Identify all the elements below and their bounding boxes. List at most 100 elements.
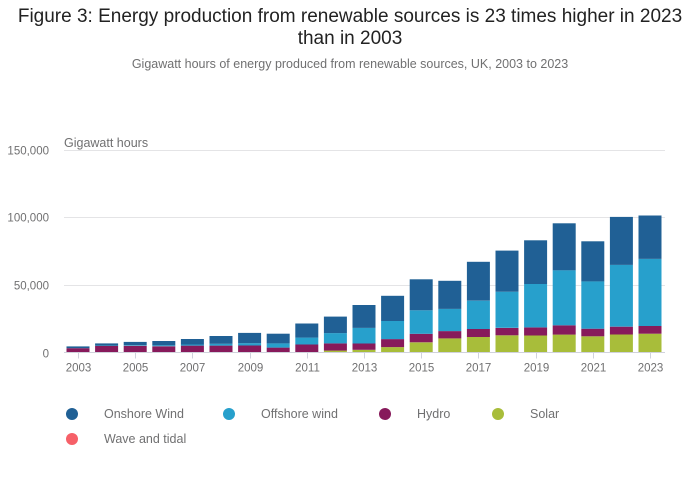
bar-segment-onshore-wind-2007[interactable] <box>180 339 204 345</box>
bar-segment-offshore-wind-2011[interactable] <box>295 337 319 345</box>
bar-stack-2018[interactable] <box>495 250 519 353</box>
bar-stack-2013[interactable] <box>352 305 376 353</box>
bar-segment-hydro-2005[interactable] <box>123 345 147 353</box>
bar-segment-hydro-2008[interactable] <box>209 345 233 353</box>
bar-segment-onshore-wind-2006[interactable] <box>152 341 176 346</box>
bar-segment-offshore-wind-2007[interactable] <box>180 344 204 346</box>
bar-segment-onshore-wind-2021[interactable] <box>581 241 605 282</box>
bar-segment-hydro-2006[interactable] <box>152 346 176 353</box>
bar-segment-solar-2016[interactable] <box>438 338 462 353</box>
bar-stack-2017[interactable] <box>466 261 490 353</box>
bar-segment-onshore-wind-2010[interactable] <box>266 333 290 344</box>
bar-segment-hydro-2021[interactable] <box>581 328 605 337</box>
bar-stack-2021[interactable] <box>581 241 605 353</box>
bar-segment-onshore-wind-2009[interactable] <box>238 332 262 344</box>
bar-segment-offshore-wind-2013[interactable] <box>352 327 376 344</box>
bar-segment-offshore-wind-2005[interactable] <box>123 345 147 346</box>
bar-stack-2014[interactable] <box>381 295 405 353</box>
legend-label: Hydro <box>417 407 451 421</box>
bar-segment-hydro-2003[interactable] <box>66 348 90 353</box>
bar-segment-offshore-wind-2017[interactable] <box>466 300 490 329</box>
bar-segment-hydro-2012[interactable] <box>323 343 347 351</box>
bar-segment-onshore-wind-2017[interactable] <box>466 261 490 301</box>
bar-stack-2020[interactable] <box>552 223 576 353</box>
bar-segment-solar-2020[interactable] <box>552 334 576 353</box>
bar-segment-offshore-wind-2023[interactable] <box>638 259 662 326</box>
bar-segment-solar-2023[interactable] <box>638 333 662 353</box>
legend-item-solar[interactable]: Solar <box>492 404 559 424</box>
bar-stack-2023[interactable] <box>638 215 662 353</box>
bar-segment-hydro-2023[interactable] <box>638 326 662 334</box>
bar-segment-onshore-wind-2004[interactable] <box>95 343 119 346</box>
bar-segment-hydro-2019[interactable] <box>524 327 548 336</box>
bar-segment-offshore-wind-2014[interactable] <box>381 321 405 340</box>
bar-segment-solar-2022[interactable] <box>609 334 633 353</box>
bar-segment-solar-2012[interactable] <box>323 350 347 353</box>
bar-segment-offshore-wind-2010[interactable] <box>266 343 290 348</box>
bar-segment-onshore-wind-2008[interactable] <box>209 336 233 344</box>
bar-segment-onshore-wind-2012[interactable] <box>323 316 347 334</box>
bar-stack-2009[interactable] <box>238 332 262 353</box>
bar-stack-2016[interactable] <box>438 280 462 353</box>
bar-segment-hydro-2014[interactable] <box>381 339 405 348</box>
bar-stack-2011[interactable] <box>295 323 319 353</box>
bar-segment-solar-2019[interactable] <box>524 335 548 353</box>
bar-segment-offshore-wind-2019[interactable] <box>524 284 548 328</box>
bar-segment-hydro-2016[interactable] <box>438 331 462 339</box>
bar-segment-solar-2021[interactable] <box>581 336 605 353</box>
bar-stack-2004[interactable] <box>95 343 119 353</box>
bar-segment-offshore-wind-2021[interactable] <box>581 281 605 329</box>
bar-stack-2012[interactable] <box>323 316 347 353</box>
bar-segment-onshore-wind-2019[interactable] <box>524 240 548 284</box>
bar-segment-offshore-wind-2022[interactable] <box>609 264 633 327</box>
bar-stack-2006[interactable] <box>152 341 176 353</box>
bar-stack-2003[interactable] <box>66 346 90 353</box>
bar-segment-solar-2013[interactable] <box>352 349 376 353</box>
bar-stack-2022[interactable] <box>609 216 633 353</box>
bar-segment-onshore-wind-2023[interactable] <box>638 215 662 259</box>
bar-segment-onshore-wind-2005[interactable] <box>123 341 147 346</box>
bar-stack-2010[interactable] <box>266 333 290 353</box>
bar-segment-onshore-wind-2013[interactable] <box>352 305 376 328</box>
legend-item-hydro[interactable]: Hydro <box>379 404 450 424</box>
legend-item-offshore-wind[interactable]: Offshore wind <box>223 404 338 424</box>
bar-segment-hydro-2017[interactable] <box>466 329 490 337</box>
bar-segment-onshore-wind-2022[interactable] <box>609 216 633 265</box>
bar-segment-onshore-wind-2011[interactable] <box>295 323 319 338</box>
bar-segment-offshore-wind-2006[interactable] <box>152 345 176 347</box>
bar-segment-hydro-2007[interactable] <box>180 345 204 353</box>
bar-segment-offshore-wind-2015[interactable] <box>409 310 433 334</box>
bar-segment-onshore-wind-2015[interactable] <box>409 279 433 311</box>
bar-segment-hydro-2010[interactable] <box>266 347 290 353</box>
bar-segment-solar-2014[interactable] <box>381 347 405 353</box>
bar-segment-hydro-2009[interactable] <box>238 345 262 353</box>
bar-segment-hydro-2020[interactable] <box>552 325 576 335</box>
bar-segment-onshore-wind-2003[interactable] <box>66 346 90 349</box>
bar-segment-offshore-wind-2020[interactable] <box>552 270 576 326</box>
bar-segment-onshore-wind-2014[interactable] <box>381 295 405 321</box>
bar-stack-2015[interactable] <box>409 279 433 353</box>
bar-stack-2008[interactable] <box>209 336 233 353</box>
bar-segment-hydro-2011[interactable] <box>295 344 319 353</box>
bar-segment-hydro-2018[interactable] <box>495 327 519 336</box>
bar-segment-onshore-wind-2020[interactable] <box>552 223 576 271</box>
bar-segment-offshore-wind-2016[interactable] <box>438 308 462 332</box>
bar-segment-offshore-wind-2008[interactable] <box>209 343 233 346</box>
bar-segment-offshore-wind-2012[interactable] <box>323 333 347 344</box>
bar-segment-solar-2017[interactable] <box>466 336 490 353</box>
bar-segment-offshore-wind-2018[interactable] <box>495 291 519 328</box>
bar-segment-onshore-wind-2016[interactable] <box>438 280 462 309</box>
bar-segment-hydro-2015[interactable] <box>409 333 433 343</box>
bar-segment-hydro-2013[interactable] <box>352 343 376 350</box>
bar-stack-2007[interactable] <box>180 339 204 353</box>
bar-segment-solar-2018[interactable] <box>495 335 519 353</box>
bar-stack-2019[interactable] <box>524 240 548 353</box>
bar-stack-2005[interactable] <box>123 341 147 353</box>
bar-segment-solar-2015[interactable] <box>409 342 433 353</box>
bar-segment-offshore-wind-2009[interactable] <box>238 343 262 346</box>
legend-item-onshore-wind[interactable]: Onshore Wind <box>66 404 184 424</box>
legend-item-wave-and-tidal[interactable]: Wave and tidal <box>66 429 186 449</box>
bar-segment-hydro-2022[interactable] <box>609 326 633 335</box>
bar-segment-hydro-2004[interactable] <box>95 346 119 353</box>
bar-segment-onshore-wind-2018[interactable] <box>495 250 519 292</box>
